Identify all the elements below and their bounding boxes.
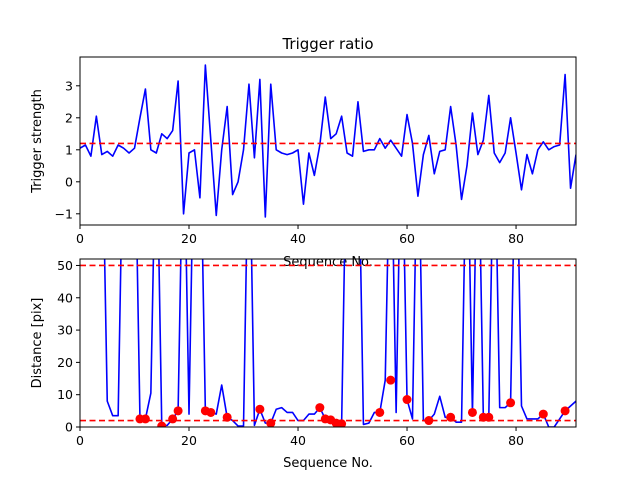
data-point (538, 409, 548, 419)
data-point (168, 414, 178, 424)
data-point (467, 407, 477, 417)
y-tick-label: 20 (57, 355, 73, 370)
data-point (255, 404, 265, 414)
data-point (446, 412, 456, 422)
data-point (173, 406, 183, 416)
y-tick-label: −1 (55, 206, 73, 221)
y-tick-label: 2 (65, 110, 73, 125)
y-tick-label: 30 (57, 323, 73, 338)
data-point (266, 418, 276, 427)
x-tick-label: 40 (290, 433, 306, 448)
y-tick-label: 40 (57, 290, 73, 305)
data-point (315, 403, 325, 413)
y-tick-label: 10 (57, 387, 73, 402)
y-tick-label: 3 (65, 78, 73, 93)
y-tick-label: 50 (57, 258, 73, 273)
x-tick-label: 60 (399, 231, 415, 246)
x-tick-label: 80 (508, 231, 524, 246)
y-tick-label: 0 (65, 174, 73, 189)
x-tick-label: 80 (508, 433, 524, 448)
data-point (386, 375, 396, 385)
plot-frame (79, 258, 577, 428)
x-tick-label: 20 (181, 231, 197, 246)
data-point (506, 398, 516, 408)
x-tick-label: 60 (399, 433, 415, 448)
x-tick-label: 20 (181, 433, 197, 448)
series-line (80, 64, 576, 218)
x-axis-label: Sequence No. (283, 255, 373, 270)
chart-title: Trigger ratio (281, 35, 373, 53)
y-axis-label: Distance [pix] (30, 298, 45, 389)
x-tick-label: 40 (290, 231, 306, 246)
plot-frame (79, 56, 577, 226)
data-point (560, 406, 570, 416)
data-point (375, 407, 385, 417)
y-tick-label: 1 (65, 142, 73, 157)
data-point (484, 412, 494, 422)
data-point (206, 407, 216, 417)
data-point (222, 412, 232, 422)
x-tick-label: 0 (76, 231, 84, 246)
data-point (337, 419, 347, 427)
data-point (424, 416, 434, 426)
x-tick-label: 0 (76, 433, 84, 448)
distance-chart: 0 20 40 60 80 0 10 20 30 40 50 Sequence No. Distan… (30, 258, 577, 471)
data-point (140, 414, 150, 424)
data-point (157, 421, 167, 427)
y-axis-label: Trigger strength (30, 89, 45, 194)
y-tick-label: 0 (65, 420, 73, 435)
data-point (402, 395, 412, 405)
x-axis-label: Sequence No. (283, 456, 373, 471)
